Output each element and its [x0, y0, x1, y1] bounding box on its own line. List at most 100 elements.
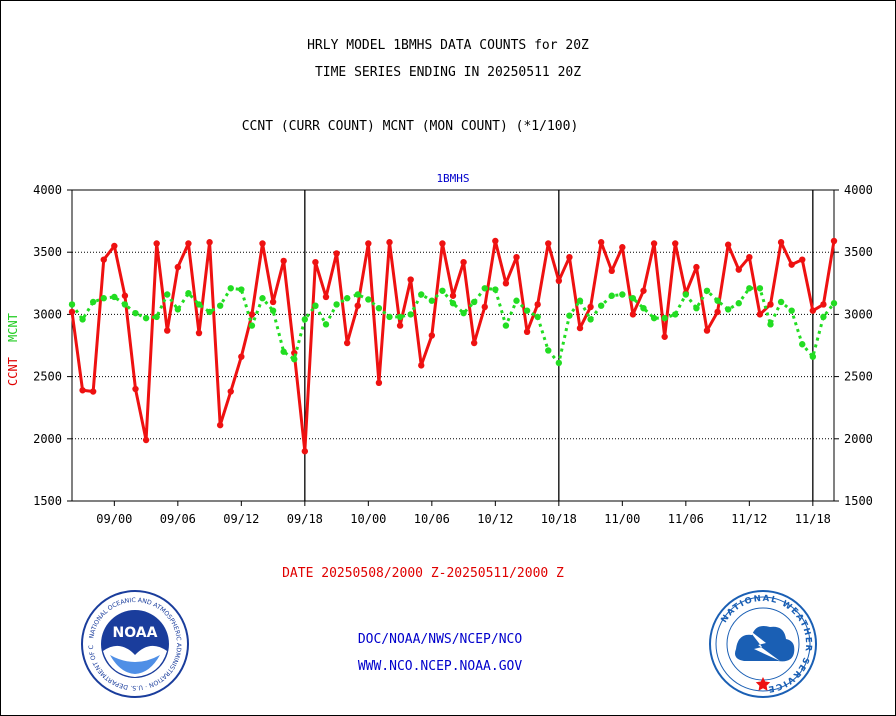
y-tick-label-left: 2000 — [33, 432, 62, 446]
data-point-mcnt — [460, 309, 467, 317]
data-point-ccnt — [248, 311, 256, 318]
data-point-mcnt — [555, 359, 563, 367]
data-point-ccnt — [343, 339, 351, 347]
nws-logo: NATIONAL WEATHER SERVICE — [709, 590, 817, 698]
nws-lightning-icon — [748, 629, 780, 661]
data-point-mcnt — [534, 313, 541, 321]
data-point-ccnt — [280, 257, 287, 265]
x-tick-label: 09/12 — [223, 512, 259, 526]
data-point-ccnt — [153, 240, 160, 247]
data-point-mcnt — [703, 287, 711, 294]
data-point-ccnt — [534, 301, 541, 308]
data-point-mcnt — [809, 353, 817, 360]
data-point-ccnt — [460, 258, 467, 266]
nws-cloud-icon — [735, 626, 795, 662]
data-point-ccnt — [523, 328, 531, 336]
data-point-mcnt — [354, 291, 361, 298]
data-point-ccnt — [121, 292, 129, 299]
data-point-mcnt — [799, 341, 806, 348]
data-point-mcnt — [767, 321, 774, 328]
data-point-mcnt — [449, 300, 457, 307]
data-point-ccnt — [89, 388, 97, 395]
y-tick-label-right: 4000 — [844, 183, 873, 197]
data-point-ccnt — [407, 276, 414, 283]
x-tick-label: 09/00 — [96, 512, 132, 526]
data-point-mcnt — [640, 304, 647, 312]
website-link[interactable]: WWW.NCO.NCEP.NOAA.GOV — [357, 659, 523, 674]
data-point-mcnt — [746, 285, 753, 292]
data-point-ccnt — [449, 292, 457, 299]
data-point-mcnt — [587, 316, 594, 323]
plot-area-frame — [71, 189, 835, 502]
data-point-ccnt — [756, 311, 764, 318]
data-point-ccnt — [650, 240, 658, 247]
panel-label: 1BMHS — [436, 172, 470, 185]
data-point-mcnt — [269, 307, 277, 314]
data-point-mcnt — [343, 295, 351, 302]
data-point-mcnt — [682, 291, 690, 298]
data-point-ccnt — [333, 250, 340, 257]
data-point-mcnt — [619, 291, 626, 298]
data-point-mcnt — [597, 302, 605, 309]
data-point-mcnt — [386, 313, 393, 321]
data-point-mcnt — [492, 286, 499, 293]
data-point-mcnt — [68, 301, 76, 308]
x-tick-label: 11/12 — [731, 512, 767, 526]
data-point-mcnt — [418, 291, 425, 298]
data-point-ccnt — [693, 263, 700, 271]
data-point-ccnt — [714, 308, 721, 316]
data-point-mcnt — [153, 313, 160, 321]
data-point-ccnt — [174, 263, 182, 271]
noaa-logo: NATIONAL OCEANIC AND ATMOSPHERIC ADMINIS… — [80, 589, 189, 698]
data-point-ccnt — [301, 448, 309, 455]
data-point-ccnt — [428, 332, 436, 339]
data-point-mcnt — [735, 300, 742, 307]
data-point-ccnt — [238, 353, 245, 360]
data-point-mcnt — [830, 300, 838, 307]
data-point-mcnt — [164, 291, 171, 298]
data-point-mcnt — [79, 316, 86, 323]
noaa-bird-icon — [103, 645, 167, 677]
y-tick-label-left: 2500 — [33, 370, 62, 384]
data-point-ccnt — [68, 308, 76, 316]
data-point-ccnt — [767, 301, 774, 308]
date-range-label: DATE 20250508/2000 Z-20250511/2000 Z — [282, 566, 564, 581]
data-point-mcnt — [629, 295, 637, 302]
data-point-ccnt — [566, 253, 573, 261]
data-point-mcnt — [100, 295, 107, 302]
data-point-ccnt — [312, 258, 319, 266]
y-tick-label-right: 1500 — [844, 494, 873, 508]
data-point-mcnt — [672, 311, 679, 318]
data-point-mcnt — [502, 322, 510, 329]
data-point-ccnt — [735, 266, 742, 273]
data-point-mcnt — [312, 302, 319, 309]
data-point-ccnt — [216, 421, 224, 429]
data-point-mcnt — [576, 297, 584, 304]
data-point-mcnt — [174, 306, 182, 313]
x-tick-label: 11/06 — [668, 512, 704, 526]
x-tick-label: 10/12 — [477, 512, 513, 526]
data-point-mcnt — [545, 347, 552, 354]
data-point-ccnt — [799, 256, 806, 263]
data-point-ccnt — [640, 287, 647, 294]
data-point-ccnt — [269, 298, 277, 306]
y-tick-label-right: 2500 — [844, 370, 873, 384]
data-point-ccnt — [597, 239, 605, 246]
data-point-mcnt — [428, 297, 436, 304]
data-point-ccnt — [227, 388, 234, 395]
y-tick-label-left: 3000 — [33, 307, 62, 321]
data-point-mcnt — [89, 298, 97, 306]
data-point-ccnt — [386, 239, 393, 246]
series-line-ccnt — [70, 239, 836, 453]
data-point-ccnt — [142, 436, 150, 444]
y-tick-label-right: 3500 — [844, 245, 873, 259]
data-point-mcnt — [407, 311, 414, 318]
data-point-mcnt — [693, 304, 700, 312]
data-point-ccnt — [492, 237, 499, 245]
data-point-mcnt — [777, 298, 785, 306]
data-point-ccnt — [809, 307, 817, 314]
data-point-ccnt — [164, 327, 171, 334]
data-point-ccnt — [79, 387, 86, 394]
data-point-mcnt — [788, 307, 795, 314]
